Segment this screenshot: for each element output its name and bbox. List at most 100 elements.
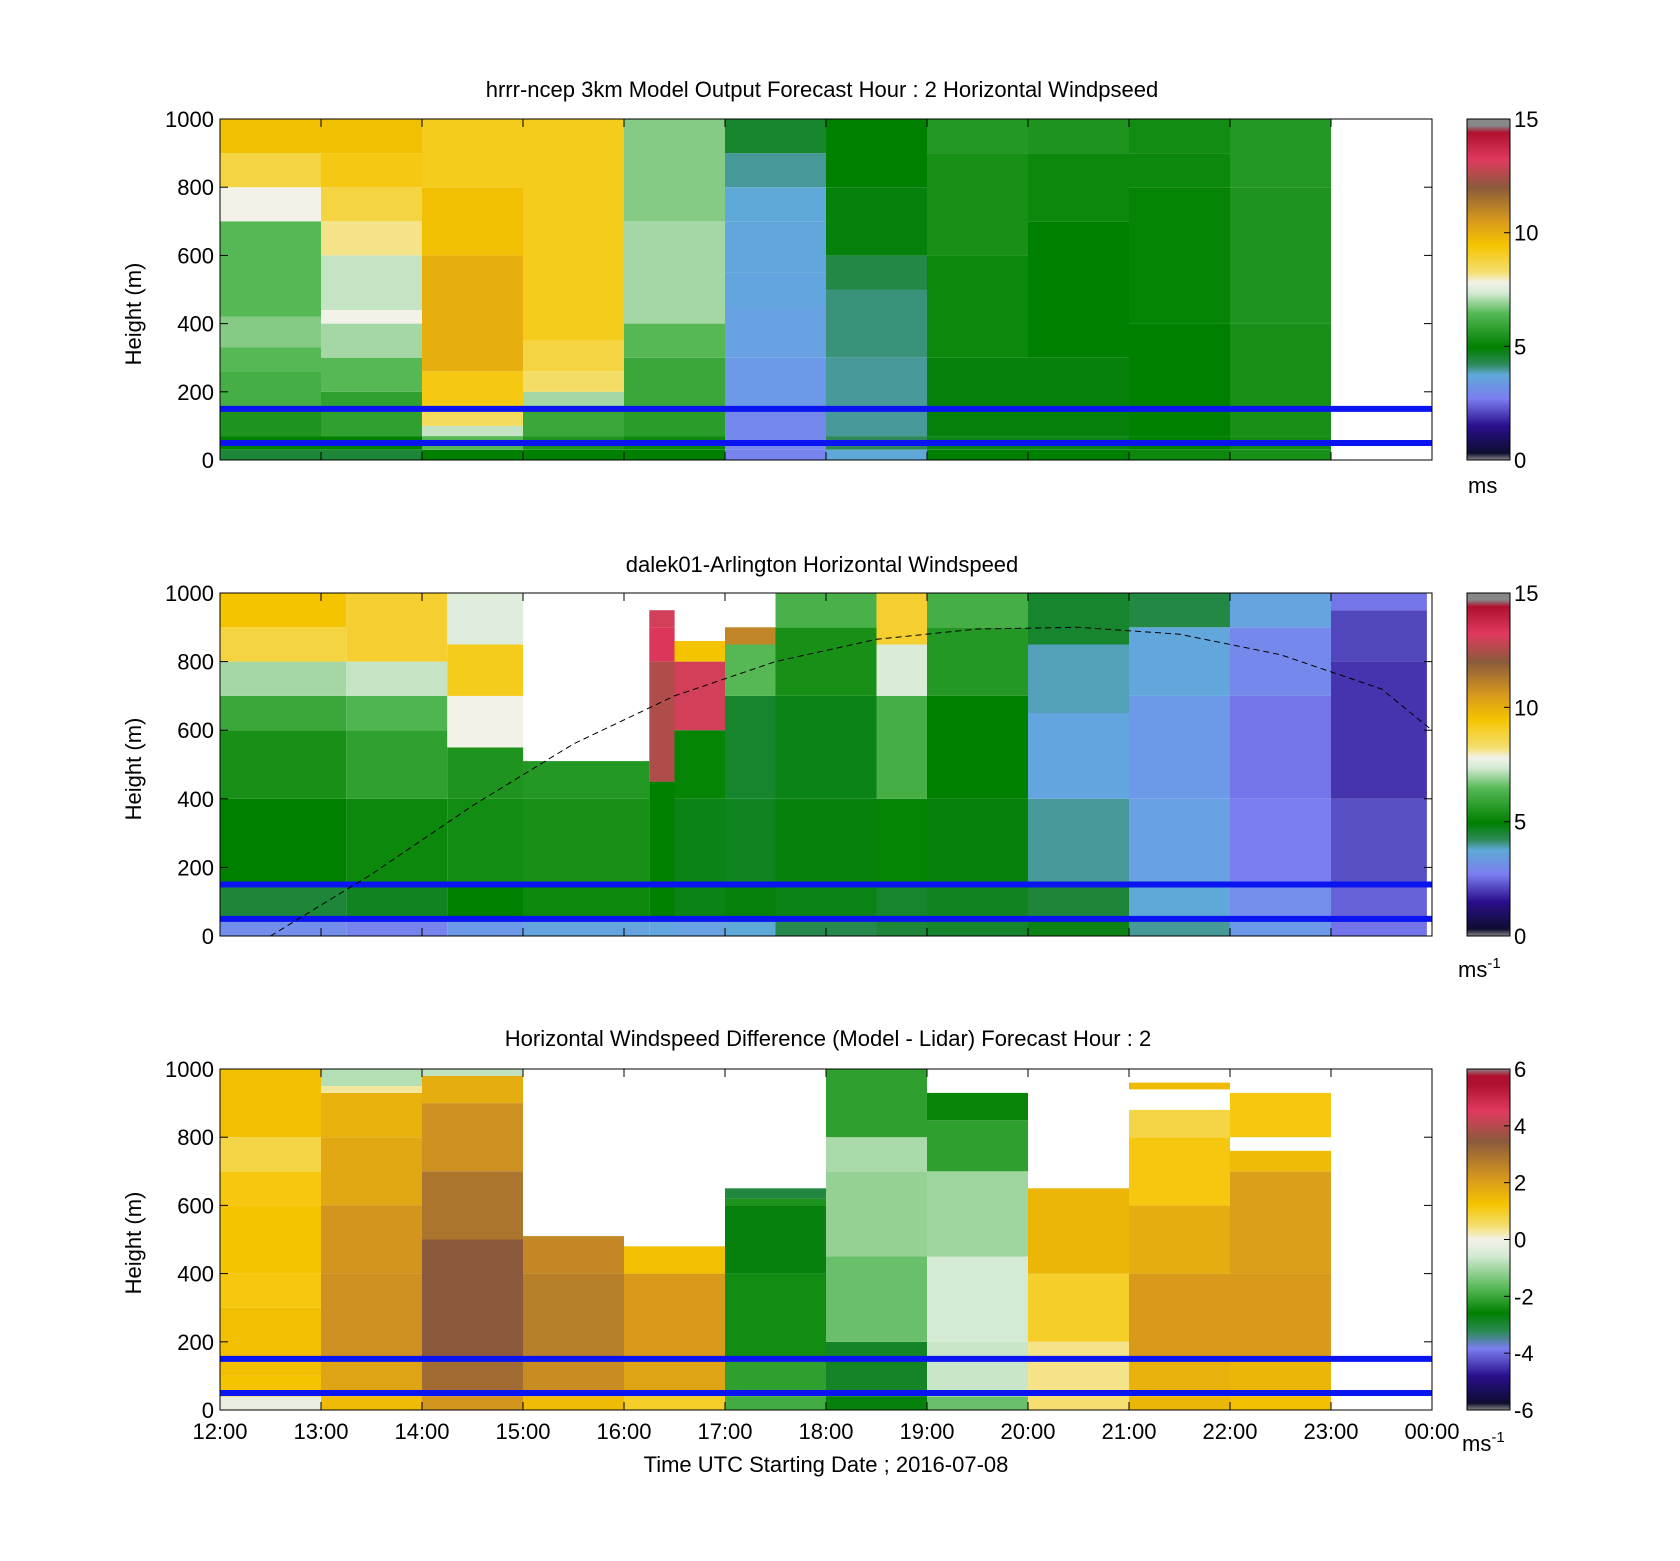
y-axis-label: Height (m) [121,1192,146,1295]
heatmap-cell [826,289,927,358]
heatmap-cell [1129,187,1230,324]
y-axis-label: Height (m) [121,263,146,366]
heatmap-cell [927,1120,1028,1172]
heatmap-cell [346,695,448,731]
heatmap-cell [725,1396,826,1410]
heatmap-cell [927,357,1028,437]
heatmap-cell [1028,1188,1129,1274]
heatmap-cell [725,449,826,460]
heatmap-cell [321,1086,422,1093]
heatmap-cell [649,918,675,936]
heatmap-cell [220,730,347,799]
heatmap-cell [1230,798,1331,885]
heatmap-cell [725,695,776,799]
heatmap-cell [220,408,321,437]
heatmap-cell [523,340,624,372]
colorbar-tick-label: -6 [1514,1398,1534,1423]
heatmap-cell [1129,1205,1230,1274]
heatmap-cell [1028,221,1129,358]
heatmap-cell [649,627,675,662]
x-tick-label: 17:00 [697,1419,752,1444]
heatmap-cell [321,1205,422,1274]
heatmap-cell [1028,884,1129,919]
heatmap-cell [1331,661,1427,799]
heatmap-cell [447,798,524,885]
x-axis-label: Time UTC Starting Date ; 2016-07-08 [644,1452,1009,1477]
boundary-layer-curve [270,626,1433,937]
heatmap-cell [422,1103,523,1172]
heatmap-cell [220,371,321,409]
x-tick-label: 16:00 [596,1419,651,1444]
heatmap-cell [927,1092,1028,1121]
heatmap-cell [220,918,347,936]
heatmap-cell [523,449,624,460]
heatmap-cell [876,644,927,696]
colorbar-tick-label: 0 [1514,448,1526,473]
x-tick-label: 15:00 [495,1419,550,1444]
colorbar [1466,592,1511,937]
heatmap-cell [220,119,321,154]
heatmap-cell [624,221,725,324]
reference-lines [220,1355,1432,1396]
heatmap-cell [927,1396,1028,1410]
y-tick-label: 200 [177,855,214,880]
heatmap-cell [422,1075,523,1104]
heatmap-cell [674,884,725,919]
heatmap-cell [826,357,927,437]
heatmap-cell [1028,449,1129,460]
colorbar-ticks: 0 5 10 15 [1504,581,1538,949]
heatmap-cell [220,153,321,188]
heatmap-cell [1129,918,1230,936]
heatmap-cell [775,627,877,696]
heatmap-cell [1230,1171,1331,1274]
heatmap-cell [422,1171,523,1240]
heatmap-cell [1129,593,1230,628]
heatmap-cell [826,1069,927,1138]
heatmap-cell [523,884,650,919]
y-tick-label: 200 [177,1330,214,1355]
heatmap-cell [1230,695,1331,799]
heatmap-cell [447,747,524,799]
heatmap-cell [321,1273,422,1359]
heatmap-cell [220,449,321,460]
heatmap [220,1069,1331,1410]
heatmap-cell [523,761,650,799]
colorbar-tick-label: 10 [1514,221,1538,246]
heatmap-cell [220,695,347,731]
heatmap-cell [1028,357,1129,437]
heatmap-cell [422,449,523,460]
heatmap-cell [1230,593,1331,628]
heatmap-cell [321,119,422,154]
heatmap-cell [649,661,675,782]
heatmap-cell [1028,713,1129,799]
heatmap-cell [1129,884,1230,919]
heatmap-cell [1331,593,1427,611]
heatmap-cell [1230,323,1331,437]
heatmap-cell [927,449,1028,460]
x-tick-label: 14:00 [394,1419,449,1444]
heatmap-cell [775,695,877,799]
heatmap-cell [220,798,347,885]
heatmap-cell [649,781,675,919]
heatmap-cell [447,695,524,748]
heatmap-cell [927,798,1028,885]
heatmap-cell [220,593,347,628]
heatmap-cell [725,1205,826,1274]
heatmap-cell [422,371,523,409]
y-tick-label: 400 [177,312,214,337]
y-tick-label: 400 [177,1262,214,1287]
heatmap-cell [624,1396,725,1410]
panel-lidar: dalek01-Arlington Horizontal Windspeed H… [121,552,1538,982]
heatmap-cell [876,695,927,799]
colorbar-tick-label: 5 [1514,334,1526,359]
heatmap-cell [220,347,321,372]
heatmap-cell [523,798,650,885]
heatmap-cell [321,1137,422,1206]
heatmap-cell [220,627,347,662]
colorbar-ticks: -6 -4 -2 0 2 4 6 [1504,1057,1534,1423]
colorbar-tick-label: 4 [1514,1114,1526,1139]
heatmap-cell [1028,644,1129,714]
heatmap-cell [725,187,826,222]
y-axis-label: Height (m) [121,718,146,821]
